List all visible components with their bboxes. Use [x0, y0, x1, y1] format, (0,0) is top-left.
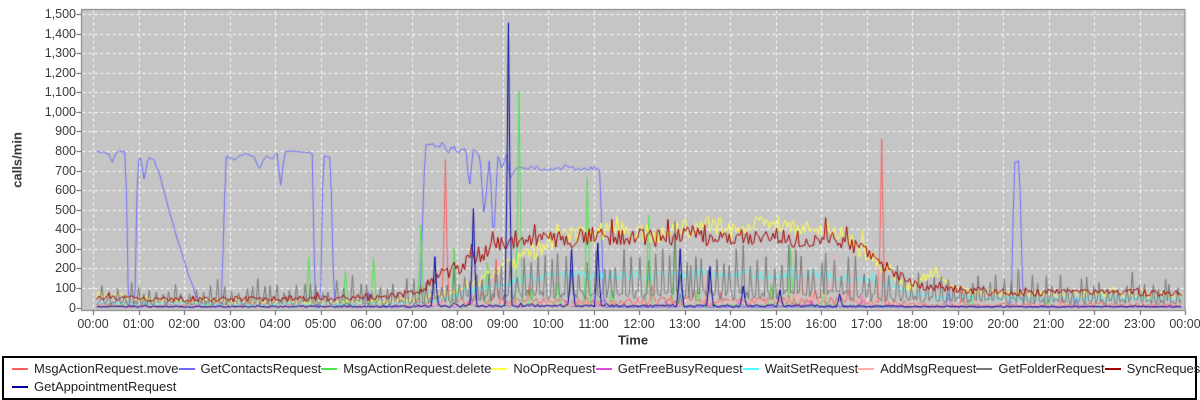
legend-item: NoOpRequest	[491, 361, 596, 377]
x-tick-label: 20:00	[987, 317, 1019, 331]
legend-label: AddMsgRequest	[880, 361, 977, 376]
y-tick-label: 1,100	[44, 85, 76, 100]
x-tick-label: 07:00	[395, 317, 428, 331]
legend-label: MsgActionRequest.delete	[343, 361, 492, 376]
y-tick-label: 600	[55, 183, 76, 198]
x-tick-label: 00:00	[77, 317, 109, 331]
x-tick-label: 06:00	[350, 317, 382, 331]
legend-swatch-icon	[178, 368, 195, 370]
legend-item: MsgActionRequest.delete	[321, 361, 491, 377]
y-tick-label: 700	[55, 163, 76, 178]
x-tick-label: 13:00	[668, 317, 701, 331]
legend-swatch-icon	[595, 368, 612, 370]
x-tick-label: 08:00	[441, 317, 473, 331]
x-tick-label: 11:00	[578, 317, 609, 331]
y-tick-label: 0	[69, 300, 76, 315]
y-tick-label: 1,200	[44, 65, 76, 80]
y-tick-label: 300	[55, 241, 76, 256]
legend-label: MsgActionRequest.move	[34, 361, 179, 376]
legend-swatch-icon	[976, 368, 993, 370]
x-tick-label: 05:00	[304, 317, 337, 331]
x-tick-label: 10:00	[532, 317, 564, 331]
legend-label: GetFreeBusyRequest	[617, 361, 743, 376]
x-tick-label: 16:00	[805, 317, 837, 331]
legend-item: GetContactsRequest	[178, 361, 322, 377]
y-tick-label: 200	[55, 261, 76, 276]
x-tick-label: 04:00	[259, 317, 291, 331]
legend-item: SyncRequest	[1104, 361, 1200, 377]
legend-row: MsgActionRequest.move GetContactsRequest M…	[12, 361, 1200, 377]
legend-item: GetAppointmentRequest	[12, 379, 176, 395]
x-tick-label: 01:00	[122, 317, 155, 331]
legend-label: NoOpRequest	[513, 361, 596, 376]
legend-row: GetAppointmentRequest	[12, 379, 1187, 395]
legend-swatch-icon	[321, 368, 338, 370]
legend-label: GetAppointmentRequest	[34, 379, 177, 394]
legend-item: GetFolderRequest	[976, 361, 1105, 377]
chart-legend: MsgActionRequest.move GetContactsRequest M…	[2, 356, 1200, 400]
legend-swatch-icon	[12, 368, 28, 370]
y-tick-label: 1,400	[44, 26, 76, 41]
y-tick-label: 800	[55, 143, 76, 158]
legend-label: GetFolderRequest	[998, 361, 1105, 376]
x-tick-label: 23:00	[1123, 317, 1156, 331]
legend-swatch-icon	[858, 368, 875, 370]
legend-item: GetFreeBusyRequest	[595, 361, 743, 377]
chart-canvas	[0, 0, 1200, 352]
y-tick-label: 400	[55, 222, 76, 237]
x-tick-label: 21:00	[1032, 317, 1065, 331]
legend-item: MsgActionRequest.move	[12, 361, 179, 377]
x-tick-label: 17:00	[850, 317, 883, 331]
x-tick-label: 14:00	[714, 317, 746, 331]
legend-swatch-icon	[12, 386, 28, 388]
x-tick-label: 02:00	[168, 317, 200, 331]
y-axis-title: calls/min	[9, 132, 25, 188]
y-tick-label: 900	[55, 124, 76, 139]
x-tick-label: 09:00	[486, 317, 519, 331]
legend-swatch-icon	[742, 368, 759, 370]
y-tick-label: 1,500	[44, 7, 76, 21]
legend-item: WaitSetRequest	[742, 361, 859, 377]
x-tick-label: 12:00	[623, 317, 655, 331]
x-tick-label: 00:00	[1169, 317, 1200, 331]
y-tick-label: 100	[55, 280, 76, 295]
legend-label: SyncRequest	[1126, 361, 1200, 376]
x-tick-label: 22:00	[1078, 317, 1110, 331]
y-tick-label: 1,300	[44, 46, 76, 61]
legend-item: AddMsgRequest	[858, 361, 976, 377]
legend-label: WaitSetRequest	[764, 361, 859, 376]
x-axis-title: Time	[617, 332, 649, 348]
y-tick-label: 500	[55, 202, 76, 217]
x-tick-label: 19:00	[941, 317, 974, 331]
x-tick-label: 18:00	[896, 317, 928, 331]
x-tick-label: 03:00	[213, 317, 246, 331]
legend-swatch-icon	[491, 368, 508, 370]
y-tick-label: 1,000	[44, 104, 76, 119]
x-tick-label: 15:00	[759, 317, 792, 331]
legend-label: GetContactsRequest	[200, 361, 322, 376]
legend-swatch-icon	[1104, 368, 1121, 370]
